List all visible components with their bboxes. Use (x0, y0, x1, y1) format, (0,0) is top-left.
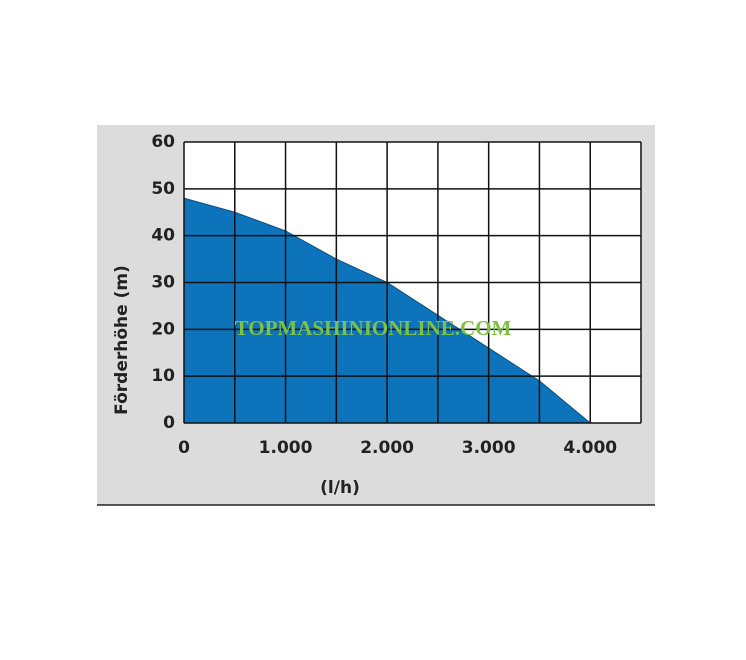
y-tick-label: 20 (151, 319, 175, 339)
x-axis-label: (l/h) (320, 478, 360, 498)
x-tick-label: 2.000 (360, 438, 414, 458)
y-tick-label: 40 (151, 226, 175, 246)
x-tick-label: 0 (178, 438, 190, 458)
x-tick-label: 4.000 (563, 438, 617, 458)
x-tick-label: 3.000 (462, 438, 516, 458)
y-tick-label: 0 (163, 413, 175, 433)
y-tick-label: 60 (151, 132, 175, 152)
y-tick-label: 30 (151, 273, 175, 293)
watermark: TOPMASHINIONLINE.COM (235, 316, 512, 340)
y-axis-label: Förderhöhe (m) (112, 265, 132, 415)
y-tick-label: 10 (151, 366, 175, 386)
x-tick-label: 1.000 (259, 438, 313, 458)
y-tick-label: 50 (151, 179, 175, 199)
